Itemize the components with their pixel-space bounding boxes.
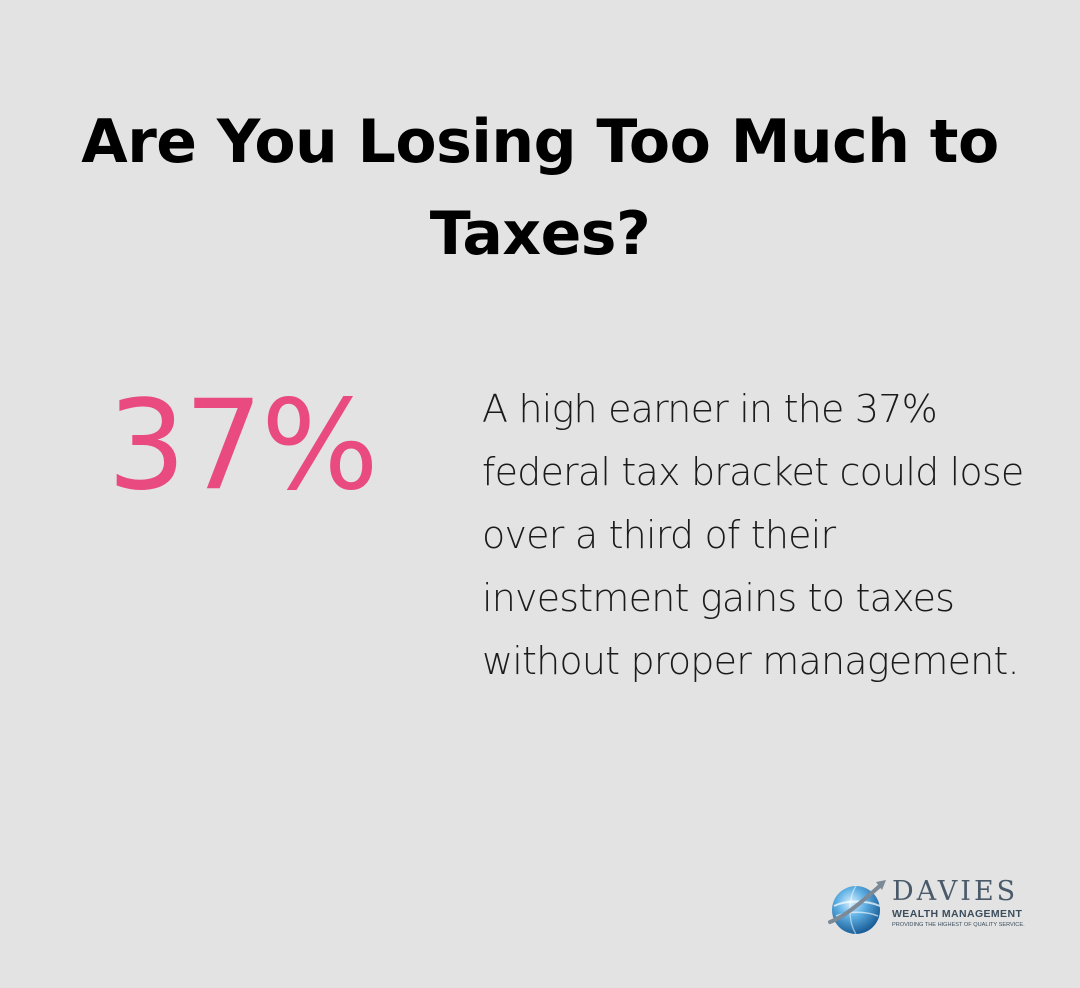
globe-icon [828, 880, 886, 935]
logo-tagline: PROVIDING THE HIGHEST OF QUALITY SERVICE… [892, 922, 1025, 928]
company-logo: DAVIES WEALTH MANAGEMENT PROVIDING THE H… [826, 872, 1040, 938]
stat-value: 37% [107, 374, 379, 518]
logo-name: DAVIES [892, 876, 1019, 907]
stat-description: A high earner in the 37% federal tax bra… [482, 387, 1024, 683]
page-title: Are You Losing Too Much to Taxes? [81, 107, 999, 269]
logo-subtitle: WEALTH MANAGEMENT [892, 908, 1023, 920]
